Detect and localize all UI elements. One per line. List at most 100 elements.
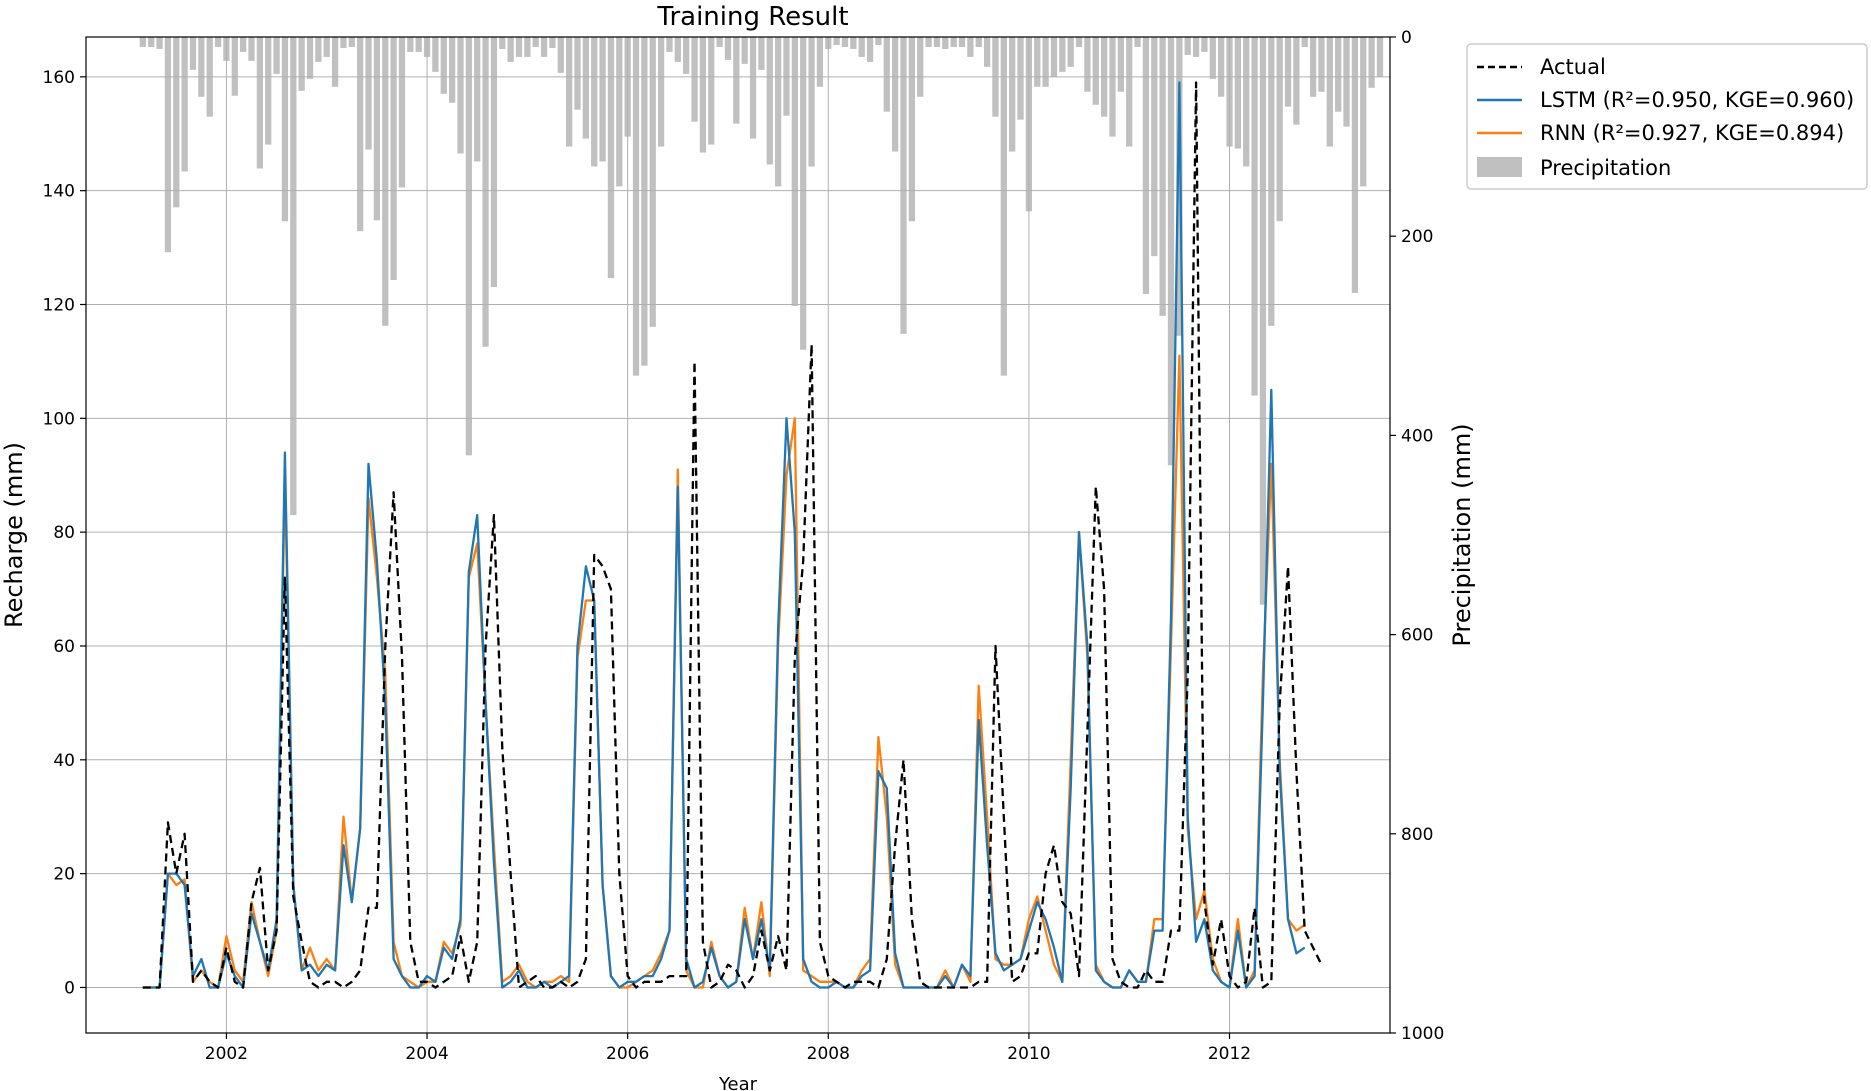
precipitation-bar xyxy=(306,37,314,79)
precipitation-bar xyxy=(1376,37,1384,77)
precipitation-bar xyxy=(164,37,172,253)
y2-tick-label: 0 xyxy=(1401,28,1412,48)
precipitation-bar xyxy=(641,37,648,366)
precipitation-bar xyxy=(1109,37,1116,137)
precipitation-bar xyxy=(323,37,330,57)
precipitation-bar xyxy=(741,37,748,64)
precipitation-bar xyxy=(699,37,707,153)
y2-tick-label: 400 xyxy=(1401,426,1433,446)
precipitation-bar xyxy=(724,37,732,60)
precipitation-bar xyxy=(1234,37,1242,149)
plot-frame xyxy=(85,36,1391,1034)
precipitation-bar xyxy=(1368,37,1375,88)
precipitation-bar xyxy=(942,37,949,49)
x-tick-label: 2006 xyxy=(606,1044,649,1064)
precipitation-bar xyxy=(674,37,681,62)
x-tick-label: 2008 xyxy=(807,1044,850,1064)
precipitation-bar xyxy=(866,37,874,62)
precipitation-bar xyxy=(398,37,406,188)
precipitation-bar xyxy=(214,37,222,47)
precipitation-bar xyxy=(708,37,715,145)
x-axis-ticks: 2002 2004 2006 2008 2010 2012 xyxy=(205,1033,1251,1064)
y-tick-label: 100 xyxy=(43,409,75,429)
precipitation-bar xyxy=(1251,37,1258,396)
y2-tick-label: 600 xyxy=(1401,626,1433,646)
precipitation-bar xyxy=(290,37,297,516)
precipitation-bar xyxy=(440,37,447,94)
precipitation-bar xyxy=(1326,37,1333,147)
precipitation-bar xyxy=(557,37,564,73)
precipitation-bar xyxy=(1259,37,1267,605)
precipitation-bar xyxy=(933,37,941,47)
precipitation-bars xyxy=(139,37,1384,605)
precipitation-bar xyxy=(925,37,932,47)
precipitation-bar xyxy=(649,37,656,327)
precipitation-bar xyxy=(749,37,757,139)
precipitation-bar xyxy=(1243,37,1250,167)
precipitation-bar xyxy=(607,37,615,279)
precipitation-bar xyxy=(582,37,590,139)
precipitation-bar xyxy=(958,37,966,47)
precipitation-bar xyxy=(1176,37,1183,336)
x-axis-label: Year xyxy=(718,1074,758,1091)
precipitation-bar xyxy=(950,37,957,47)
precipitation-bar xyxy=(900,37,907,334)
precipitation-bar xyxy=(1268,37,1275,326)
precipitation-bar xyxy=(457,37,464,154)
precipitation-bar xyxy=(1059,37,1066,72)
precipitation-bar xyxy=(273,37,280,74)
precipitation-bar xyxy=(315,37,322,62)
precipitation-bar xyxy=(1218,37,1225,97)
precipitation-bar xyxy=(566,37,573,147)
precipitation-bar xyxy=(1318,37,1325,92)
precipitation-bar xyxy=(1142,37,1150,294)
precipitation-bar xyxy=(490,37,498,287)
precipitation-bar xyxy=(791,37,798,306)
precipitation-bar xyxy=(515,37,523,57)
precipitation-bar xyxy=(432,37,439,72)
y-tick-label: 60 xyxy=(53,637,75,657)
precipitation-bar xyxy=(766,37,773,165)
precipitation-bar xyxy=(1167,37,1175,466)
precipitation-bar xyxy=(156,37,163,49)
series-line-lstm xyxy=(142,81,1306,989)
y-tick-label: 140 xyxy=(43,182,75,202)
precipitation-bar xyxy=(1276,37,1283,222)
precipitation-bar xyxy=(474,37,481,162)
precipitation-bar xyxy=(1192,37,1200,57)
precipitation-bar xyxy=(616,37,623,187)
legend-label-precipitation: Precipitation xyxy=(1540,156,1671,180)
precipitation-bar xyxy=(574,37,581,110)
precipitation-bar xyxy=(850,37,857,49)
precipitation-bar xyxy=(189,37,197,70)
y2-axis-ticks: 0 200 400 600 800 1000 xyxy=(1390,28,1444,1044)
precipitation-bar xyxy=(1067,37,1074,67)
precipitation-bar xyxy=(331,37,339,87)
precipitation-bar xyxy=(390,37,397,281)
precipitation-bar xyxy=(415,37,422,52)
x-tick-label: 2012 xyxy=(1208,1044,1251,1064)
precipitation-bar xyxy=(482,37,489,347)
plot-area xyxy=(85,36,1391,1034)
precipitation-bar xyxy=(348,37,355,47)
precipitation-bar xyxy=(524,37,531,57)
precipitation-bar xyxy=(591,37,598,167)
y-tick-label: 120 xyxy=(43,295,75,315)
precipitation-bar xyxy=(758,37,765,70)
precipitation-bar xyxy=(800,37,807,350)
precipitation-bar xyxy=(540,37,548,57)
precipitation-bar xyxy=(532,37,539,47)
precipitation-bar xyxy=(549,37,556,48)
precipitation-bar xyxy=(774,37,782,187)
legend-box xyxy=(1466,43,1868,190)
precipitation-bar xyxy=(808,37,815,167)
precipitation-bar xyxy=(465,37,472,456)
precipitation-bar xyxy=(1000,37,1007,376)
precipitation-bar xyxy=(198,37,205,97)
y2-axis-label: Precipitation (mm) xyxy=(1448,423,1476,646)
precipitation-bar xyxy=(841,37,849,47)
precipitation-bar xyxy=(683,37,690,74)
precipitation-bar xyxy=(181,37,188,172)
precipitation-bar xyxy=(1301,37,1308,47)
